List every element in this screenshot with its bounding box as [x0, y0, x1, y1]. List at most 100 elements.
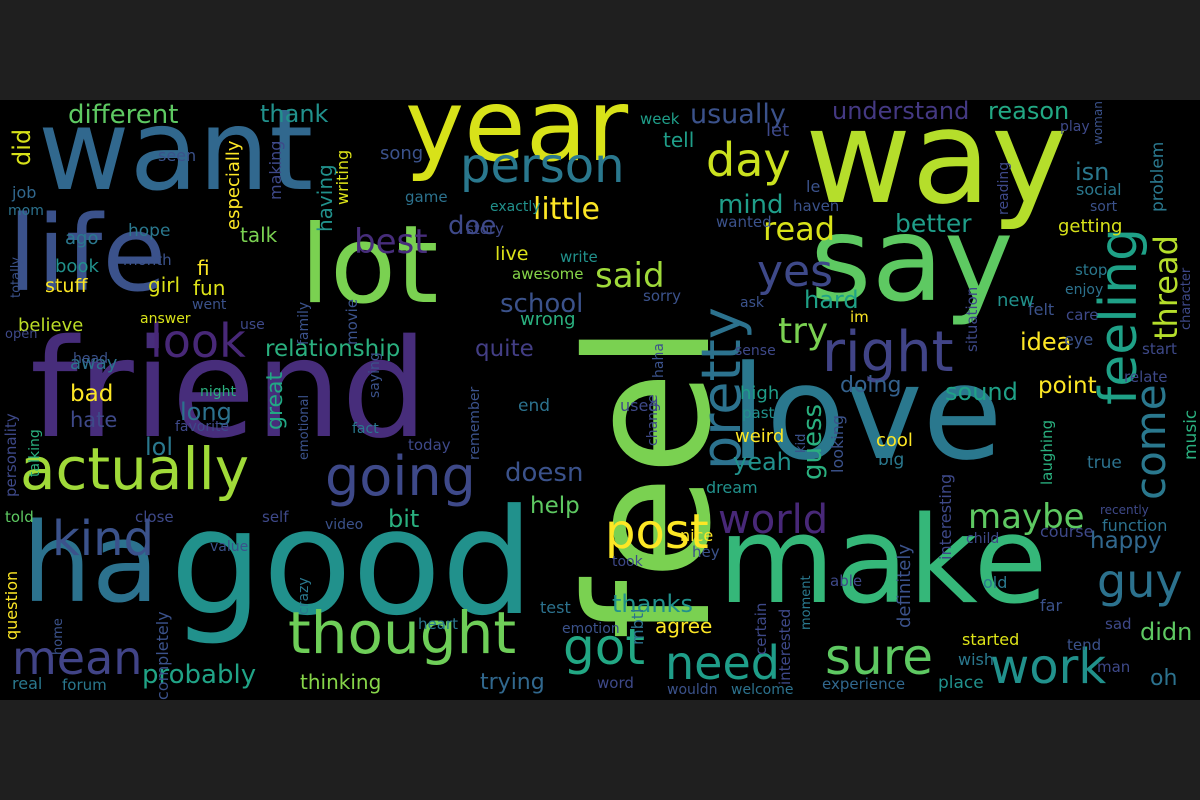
word-wrong: wrong [520, 309, 576, 330]
word-maybe: maybe [968, 497, 1085, 537]
word-thought: thought [288, 599, 517, 667]
word-fun: fun [193, 276, 226, 300]
word-story: story [466, 220, 504, 238]
word-book: book [55, 256, 99, 277]
word-wish: wish [958, 650, 995, 669]
word-write: write [560, 248, 598, 266]
word-went: went [192, 297, 227, 313]
word-play: play [1060, 119, 1090, 135]
word-point: point [1038, 373, 1097, 399]
word-mean: mean [12, 631, 143, 685]
word-word: word [597, 674, 634, 692]
word-true: true [1087, 453, 1122, 473]
word-writing: writing [333, 149, 352, 205]
word-heart: heart [418, 615, 458, 633]
word-completely: completely [153, 611, 172, 700]
word-favorite: favorite [175, 419, 230, 435]
word-woman: woman [1091, 101, 1105, 145]
word-real: real [12, 674, 43, 693]
word-didn: didn [1140, 618, 1193, 646]
word-trying: trying [480, 670, 545, 695]
word-said: said [595, 256, 665, 296]
word-try: try [778, 311, 829, 352]
word-hope: hope [128, 221, 171, 241]
word-girl: girl [148, 273, 181, 297]
word-sorry: sorry [643, 287, 681, 305]
word-hard: hard [804, 286, 859, 314]
word-oh: oh [1150, 666, 1178, 691]
word-forum: forum [62, 676, 107, 694]
word-probably: probably [142, 660, 257, 690]
word-took: took [612, 554, 643, 570]
word-haha: haha [651, 343, 667, 378]
word-movie: movie [343, 298, 361, 345]
word-game: game [405, 188, 448, 206]
word-making: making [266, 140, 285, 200]
word-reason: reason [988, 100, 1070, 125]
word-quite: quite [475, 336, 534, 362]
word-sure: sure [825, 628, 933, 686]
word-laughing: laughing [1038, 419, 1056, 485]
word-way: way [805, 100, 1068, 233]
word-moment: moment [799, 575, 814, 630]
word-child: child [966, 531, 1000, 547]
word-stop: stop [1075, 261, 1108, 279]
word-today: today [408, 436, 451, 454]
word-wouldn: wouldn [667, 682, 718, 698]
word-doe: doe [448, 211, 497, 241]
word-year: year [405, 100, 629, 184]
word-seen: seen [158, 146, 197, 165]
word-test: test [540, 598, 571, 617]
word-emotional: emotional [297, 394, 312, 460]
word-hey: hey [692, 543, 720, 561]
word-interesting: interesting [936, 473, 955, 560]
word-post: post [605, 504, 709, 560]
word-bit: bit [388, 505, 420, 533]
word-exactly: exactly [490, 199, 541, 215]
word-agree: agree [655, 614, 713, 638]
word-good: good [170, 478, 535, 648]
word-world: world [718, 497, 829, 543]
word-mom: mom [8, 203, 44, 219]
word-ask: ask [740, 295, 764, 311]
word-love: love [730, 337, 1003, 489]
word-right: right [822, 320, 954, 385]
word-end: end [518, 396, 551, 416]
word-hate: hate [70, 408, 118, 432]
word-say: say [810, 190, 1014, 328]
word-past: past [742, 404, 775, 422]
word-guy: guy [1097, 554, 1183, 608]
word-kind: kind [52, 511, 155, 567]
word-understand: understand [832, 100, 970, 125]
word-emotion: emotion [562, 621, 620, 637]
word-actually: actually [20, 435, 250, 503]
word-ago: ago [65, 228, 99, 249]
word-welcome: welcome [731, 682, 794, 698]
word-tell: tell [663, 128, 695, 152]
word-close: close [135, 508, 174, 526]
word-lot: lot [300, 203, 439, 328]
word-believe: believe [18, 315, 84, 336]
word-talking: talking [27, 429, 43, 477]
word-care: care [1066, 306, 1099, 324]
word-relate: relate [1124, 368, 1168, 386]
word-fi: fi [197, 256, 210, 280]
word-old: old [983, 573, 1008, 592]
word-experience: experience [822, 675, 906, 693]
word-open: open [5, 327, 38, 342]
word-make: make [718, 492, 1048, 631]
word-happy: happy [1090, 528, 1162, 554]
word-course: course [1040, 522, 1094, 541]
word-better: better [895, 209, 972, 238]
word-week: week [640, 110, 680, 128]
word-isn: isn [1075, 158, 1110, 186]
word-able: able [830, 572, 863, 590]
word-help: help [530, 493, 580, 519]
word-idea: idea [1020, 328, 1072, 356]
word-nice: nice [680, 526, 714, 545]
word-wanted: wanted [716, 213, 772, 231]
word-home: home [51, 618, 66, 655]
word-ha: ha [22, 499, 160, 627]
word-use: use [240, 317, 265, 333]
word-personality: personality [2, 413, 20, 497]
